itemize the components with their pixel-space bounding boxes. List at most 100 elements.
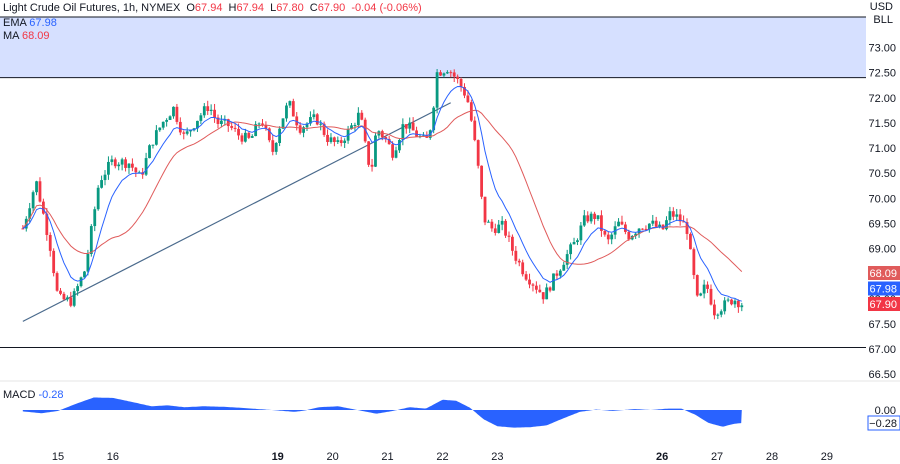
candle-body	[48, 234, 52, 251]
candle-body	[220, 120, 223, 124]
candle-body	[165, 119, 169, 122]
unit-label: BLL	[873, 14, 893, 26]
candle-body	[606, 234, 610, 240]
candle-body	[131, 163, 134, 168]
price-tick-label: 72.50	[868, 68, 896, 80]
candle-body	[401, 124, 405, 140]
candle-body	[719, 311, 723, 315]
candle-body	[641, 228, 644, 230]
candle-body	[76, 286, 80, 292]
candle-body	[713, 304, 716, 316]
candle-body	[507, 235, 511, 237]
time-tick-label: 23	[491, 451, 503, 463]
candle-body	[38, 181, 42, 202]
ma-value: 68.09	[21, 30, 50, 42]
candle-body	[493, 228, 497, 233]
candle-body	[548, 287, 552, 291]
candle-body	[196, 120, 199, 129]
candle-body	[689, 233, 692, 250]
candle-body	[473, 120, 477, 141]
candle-body	[511, 236, 514, 251]
candle-body	[89, 226, 93, 254]
time-tick-label: 26	[656, 451, 668, 463]
candle-body	[524, 274, 528, 280]
candle-body	[627, 231, 631, 240]
candle-body	[702, 284, 706, 294]
candle-body	[305, 123, 309, 128]
candle-body	[671, 211, 675, 217]
symbol-title[interactable]: Light Crude Oil Futures, 1h, NYMEX	[3, 2, 181, 14]
candle-body	[415, 130, 418, 137]
close-badge-box	[868, 297, 900, 311]
candle-body	[69, 297, 73, 306]
open-label: O	[186, 2, 195, 14]
candle-body	[261, 123, 264, 125]
candle-body	[113, 159, 117, 167]
candle-body	[62, 293, 66, 300]
candle-body	[367, 141, 371, 165]
candle-body	[240, 135, 244, 142]
candle-body	[326, 134, 329, 143]
candle-body	[699, 293, 703, 296]
candle-body	[552, 273, 555, 291]
candle-body	[394, 150, 398, 158]
macd-legend[interactable]: MACD -0.28	[3, 389, 64, 401]
candle-body	[158, 127, 162, 131]
candle-body	[538, 289, 542, 293]
moving-average-lines	[22, 85, 743, 302]
ma-legend[interactable]: MA 68.09	[3, 30, 50, 42]
candle-body	[237, 128, 240, 136]
candle-body	[404, 124, 408, 129]
axis-units: USD BLL	[870, 1, 893, 27]
candle-body	[411, 122, 415, 131]
candle-body	[565, 254, 569, 265]
candle-body	[685, 222, 689, 234]
price-tick-label: 66.50	[868, 369, 896, 381]
close-badge-label: 67.90	[869, 299, 897, 311]
ma-badge-label: 68.09	[869, 268, 897, 280]
candle-body	[487, 221, 490, 223]
candle-body	[336, 140, 340, 142]
ma-line	[22, 109, 743, 272]
candle-body	[387, 138, 391, 145]
candle-body	[569, 244, 573, 255]
candle-body	[380, 131, 384, 138]
candle-body	[329, 137, 333, 143]
candle-body	[740, 305, 744, 308]
candle-body	[398, 139, 401, 151]
candle-body	[127, 163, 131, 168]
candle-body	[285, 105, 288, 119]
candle-body	[65, 297, 69, 300]
candle-body	[374, 135, 377, 167]
candle-body	[250, 136, 254, 138]
candle-body	[209, 109, 213, 111]
candle-body	[72, 291, 76, 306]
candle-body	[579, 225, 583, 241]
candle-body	[120, 159, 124, 165]
candle-body	[134, 167, 138, 173]
time-tick-label: 29	[821, 451, 833, 463]
candle-body	[154, 130, 158, 145]
candle-body	[562, 264, 566, 271]
candle-body	[79, 277, 83, 287]
candle-body	[514, 250, 518, 261]
candle-body	[466, 95, 470, 103]
ema-legend[interactable]: EMA 67.98	[3, 17, 57, 29]
candle-body	[315, 114, 319, 125]
candle-body	[558, 270, 562, 276]
candle-body	[172, 106, 175, 117]
candle-body	[452, 72, 456, 77]
candle-body	[59, 290, 62, 294]
macd-badge-label: −0.28	[869, 418, 897, 430]
high-label: H	[228, 2, 237, 14]
change-value: -0.04 (-0.06%)	[351, 2, 422, 14]
candle-body	[288, 101, 292, 106]
candle-body	[312, 114, 316, 118]
candle-body	[257, 123, 261, 125]
candle-body	[264, 124, 268, 129]
candle-body	[319, 123, 323, 125]
time-tick-label: 20	[326, 451, 338, 463]
candle-body	[668, 211, 672, 221]
candle-body	[144, 158, 148, 175]
